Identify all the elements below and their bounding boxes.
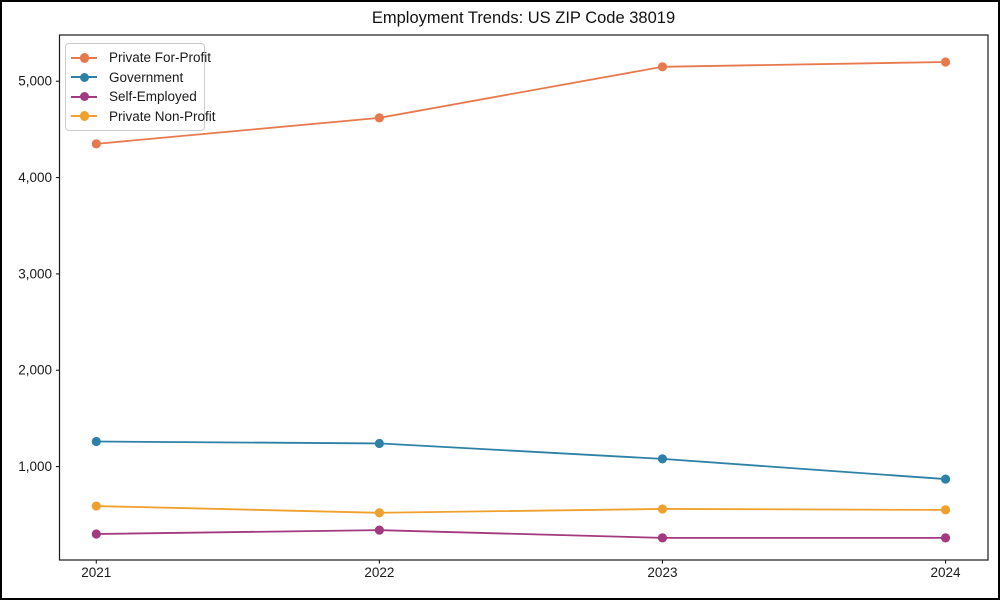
data-point-marker — [91, 139, 101, 149]
data-point-marker — [657, 504, 668, 514]
x-tick-label: 2023 — [647, 565, 677, 580]
data-point-marker — [374, 508, 384, 518]
plot-frame — [58, 34, 989, 561]
data-point-marker — [91, 436, 101, 447]
data-point-marker — [91, 529, 101, 539]
data-point-marker — [940, 533, 951, 543]
data-point-marker — [657, 533, 668, 543]
legend-item-private-for-profit: Private For-Profit — [66, 50, 211, 65]
legend-marker-icon — [71, 111, 97, 121]
y-tick-label: 3,000 — [18, 266, 52, 281]
data-point-marker — [91, 501, 101, 511]
data-point-marker — [657, 62, 668, 72]
legend-marker-icon — [71, 53, 97, 63]
legend-item-self-employed: Self-Employed — [66, 89, 204, 104]
y-tick-label: 4,000 — [18, 170, 52, 185]
legend-marker-icon — [71, 72, 97, 83]
legend-item-private-non-profit: Private Non-Profit — [66, 109, 216, 124]
y-tick-label: 5,000 — [18, 74, 52, 89]
x-tick-label: 2022 — [364, 565, 394, 580]
legend-label: Private For-Profit — [109, 50, 212, 66]
data-point-marker — [374, 525, 384, 535]
data-point-marker — [940, 474, 951, 484]
y-tick-label: 1,000 — [18, 459, 52, 474]
series-line — [95, 61, 947, 145]
y-axis: 1,000 2,000 3,000 4,000 5,000 — [18, 74, 60, 474]
series-line — [95, 505, 947, 514]
series-line — [95, 529, 947, 539]
series-private-for-profit — [91, 57, 951, 149]
legend: Private For-Profit Government Self-Emplo… — [65, 43, 216, 131]
data-point-marker — [657, 454, 668, 464]
legend-label: Self-Employed — [109, 89, 197, 105]
chart-title: Employment Trends: US ZIP Code 38019 — [371, 9, 676, 27]
x-tick-label: 2021 — [81, 565, 111, 580]
series-private-non-profit — [91, 501, 951, 518]
legend-label: Government — [109, 69, 184, 85]
series-line — [95, 440, 947, 480]
legend-label: Private Non-Profit — [109, 108, 216, 124]
data-point-marker — [940, 57, 951, 67]
series-government — [91, 436, 951, 484]
x-axis: 2021 2022 2023 2024 — [81, 560, 961, 580]
x-tick-label: 2024 — [931, 565, 962, 580]
data-point-marker — [374, 113, 384, 123]
data-point-marker — [374, 438, 384, 449]
legend-item-government: Government — [66, 70, 204, 85]
data-point-marker — [940, 505, 951, 515]
series-self-employed — [91, 525, 951, 543]
y-tick-label: 2,000 — [18, 363, 52, 378]
legend-marker-icon — [71, 91, 97, 102]
